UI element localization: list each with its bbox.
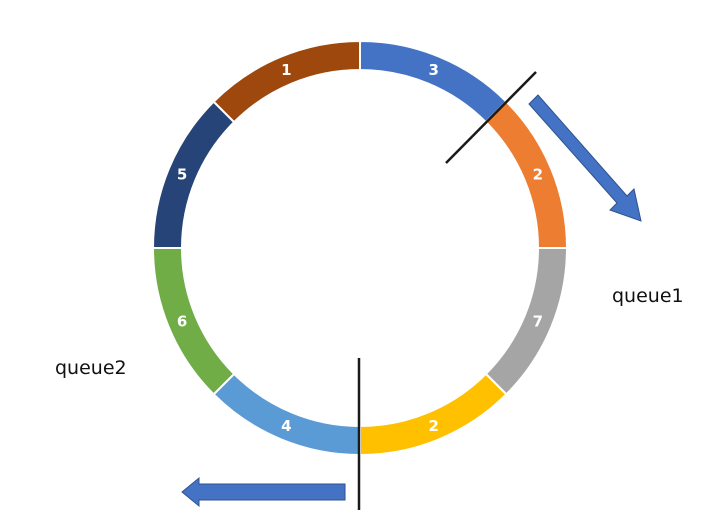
ring-segment-label-3: 7	[533, 313, 543, 331]
ring-segment-8	[212, 39, 361, 124]
queue2-arrow	[181, 476, 346, 508]
ring-segment-label-1: 3	[428, 61, 438, 79]
ring-segment-4	[359, 372, 508, 457]
ring-segment-5	[212, 372, 361, 457]
ring-segment-label-7: 5	[177, 165, 187, 183]
ring-segment-1	[359, 39, 508, 124]
queue2-label: queue2	[55, 357, 127, 379]
ring-segment-label-2: 2	[533, 165, 543, 183]
ring-segment-6	[151, 247, 236, 396]
ring-segments	[151, 39, 569, 457]
ring-segment-7	[151, 100, 236, 249]
ring-segment-3	[484, 247, 569, 396]
ring-segment-label-6: 6	[177, 313, 187, 331]
queue1-divider-line	[445, 71, 537, 164]
queue1-label: queue1	[612, 285, 684, 307]
ring-segment-label-4: 2	[428, 417, 438, 435]
queue1-arrow	[528, 94, 642, 222]
ring-segment-label-5: 4	[281, 417, 291, 435]
ring-segment-label-8: 1	[281, 61, 291, 79]
ring-segment-labels: 3 2 7 2 4 6 5 1	[177, 61, 543, 435]
